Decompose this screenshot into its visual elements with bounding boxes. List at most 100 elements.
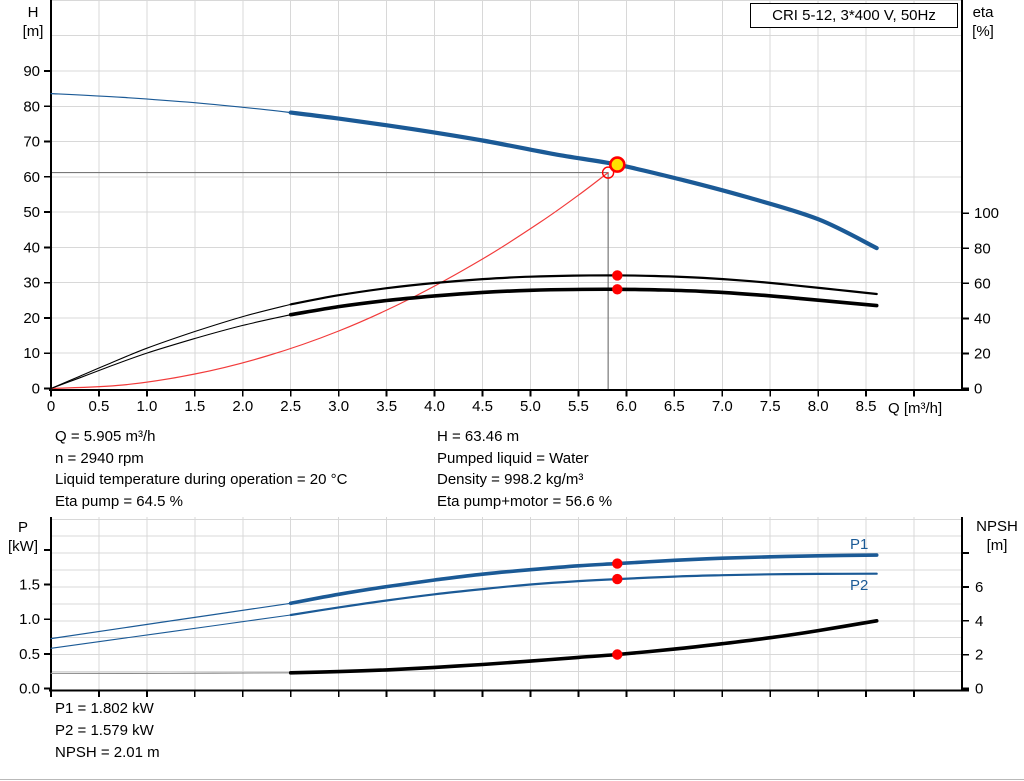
result-npsh: NPSH = 2.01 m — [55, 744, 160, 761]
h-axis-unit: [m] — [22, 23, 44, 40]
h-axis-title: H [m] — [13, 3, 53, 41]
svg-text:2.0: 2.0 — [232, 398, 253, 415]
npsh-axis-unit: [m] — [986, 537, 1008, 554]
svg-text:100: 100 — [974, 205, 999, 222]
svg-text:6.0: 6.0 — [616, 398, 637, 415]
svg-text:50: 50 — [23, 204, 40, 221]
svg-text:20: 20 — [23, 310, 40, 327]
svg-text:3.0: 3.0 — [328, 398, 349, 415]
system-curve-curve — [50, 172, 609, 390]
svg-text:1.0: 1.0 — [136, 398, 157, 415]
svg-text:90: 90 — [23, 63, 40, 80]
info-eta-pump-motor: Eta pump+motor = 56.6 % — [437, 492, 613, 510]
eta-axis-unit: [%] — [972, 23, 994, 40]
svg-text:8.5: 8.5 — [856, 398, 877, 415]
h-axis-name: H — [27, 4, 39, 21]
svg-text:0.5: 0.5 — [89, 398, 110, 415]
svg-text:30: 30 — [23, 275, 40, 292]
head-curve-lead — [50, 93, 292, 114]
npsh-curve — [288, 619, 879, 675]
eta-pump-duty-dot — [612, 270, 623, 281]
svg-text:80: 80 — [23, 98, 40, 115]
gridlines — [51, 0, 962, 691]
svg-text:5.0: 5.0 — [520, 398, 541, 415]
svg-text:20: 20 — [974, 345, 991, 362]
p-axis-unit: [kW] — [8, 538, 38, 555]
svg-text:3.5: 3.5 — [376, 398, 397, 415]
info-head: H = 63.46 m — [437, 428, 520, 445]
svg-text:0.0: 0.0 — [19, 681, 40, 698]
info-eta-pump: Eta pump = 64.5 % — [55, 492, 183, 510]
p1-curve — [288, 553, 879, 606]
actual-duty-point[interactable] — [608, 156, 626, 173]
svg-text:4: 4 — [975, 613, 983, 630]
svg-text:0: 0 — [32, 381, 40, 398]
p2-curve-label: P2 — [850, 577, 869, 594]
svg-text:2.5: 2.5 — [280, 398, 301, 415]
eta-axis-title: eta [%] — [960, 3, 1006, 41]
tick-marks — [44, 70, 969, 697]
svg-text:7.5: 7.5 — [760, 398, 781, 415]
svg-text:40: 40 — [974, 310, 991, 327]
eta-pump-motor-curve-lead — [50, 314, 292, 390]
requested-duty-point-ring[interactable] — [601, 166, 615, 179]
svg-text:4.5: 4.5 — [472, 398, 493, 415]
duty-results: P1 = 1.802 kW P2 = 1.579 kW NPSH = 2.01 … — [55, 698, 160, 764]
q-axis-label: Q [m³/h] — [888, 400, 943, 417]
info-speed: n = 2940 rpm — [55, 449, 144, 467]
eta-axis-name: eta — [972, 4, 994, 21]
svg-text:40: 40 — [23, 239, 40, 256]
p-axis-name: P — [17, 519, 28, 536]
svg-text:60: 60 — [23, 169, 40, 186]
info-liquid-temperature: Liquid temperature during operation = 20… — [55, 471, 348, 488]
svg-text:6.5: 6.5 — [664, 398, 685, 415]
svg-text:5.5: 5.5 — [568, 398, 589, 415]
result-p1: P1 = 1.802 kW — [55, 700, 154, 717]
p2-curve — [289, 572, 878, 617]
svg-text:6: 6 — [975, 579, 983, 596]
svg-text:0: 0 — [47, 398, 55, 415]
duty-info-right: H = 63.46 m Pumped liquid = Water Densit… — [437, 426, 612, 512]
duty-info-left: Q = 5.905 m³/h n = 2940 rpm Liquid tempe… — [55, 426, 347, 512]
svg-text:0.5: 0.5 — [19, 646, 40, 663]
info-density: Density = 998.2 kg/m³ — [437, 471, 584, 488]
eta-pump-curve — [289, 274, 878, 306]
eta-pump-motor-duty-dot — [612, 284, 623, 295]
p-axis-title: P [kW] — [0, 518, 46, 556]
p2-curve-lead — [50, 614, 292, 649]
svg-text:1.0: 1.0 — [19, 611, 40, 628]
npsh-duty-dot — [612, 649, 623, 660]
info-pumped-liquid: Pumped liquid = Water — [437, 449, 589, 467]
npsh-axis-name: NPSH — [976, 518, 1018, 535]
svg-text:2: 2 — [975, 647, 983, 664]
svg-text:70: 70 — [23, 134, 40, 151]
svg-text:0: 0 — [975, 681, 983, 698]
pump-title-box: CRI 5-12, 3*400 V, 50Hz — [750, 3, 958, 28]
info-flow: Q = 5.905 m³/h — [55, 428, 156, 445]
duty-markers — [601, 156, 626, 660]
svg-text:1.5: 1.5 — [184, 398, 205, 415]
svg-text:0: 0 — [974, 381, 982, 398]
svg-text:7.0: 7.0 — [712, 398, 733, 415]
svg-text:8.0: 8.0 — [808, 398, 829, 415]
npsh-axis-title: NPSH [m] — [970, 517, 1024, 555]
svg-text:1.5: 1.5 — [19, 577, 40, 594]
head-curve — [288, 110, 879, 251]
window-bottom-border — [0, 779, 1024, 780]
result-p2: P2 = 1.579 kW — [55, 722, 154, 739]
curves — [50, 93, 879, 675]
eta-pump-curve-lead — [50, 303, 292, 390]
p1-duty-dot — [612, 558, 623, 569]
svg-text:60: 60 — [974, 275, 991, 292]
axes — [49, 0, 969, 692]
npsh-curve-lead — [50, 672, 292, 674]
svg-text:80: 80 — [974, 240, 991, 257]
eta-pump-motor-curve — [288, 287, 879, 317]
p2-duty-dot — [612, 573, 623, 585]
svg-text:10: 10 — [23, 345, 40, 362]
duty-crosshair — [51, 171, 609, 390]
svg-text:4.0: 4.0 — [424, 398, 445, 415]
